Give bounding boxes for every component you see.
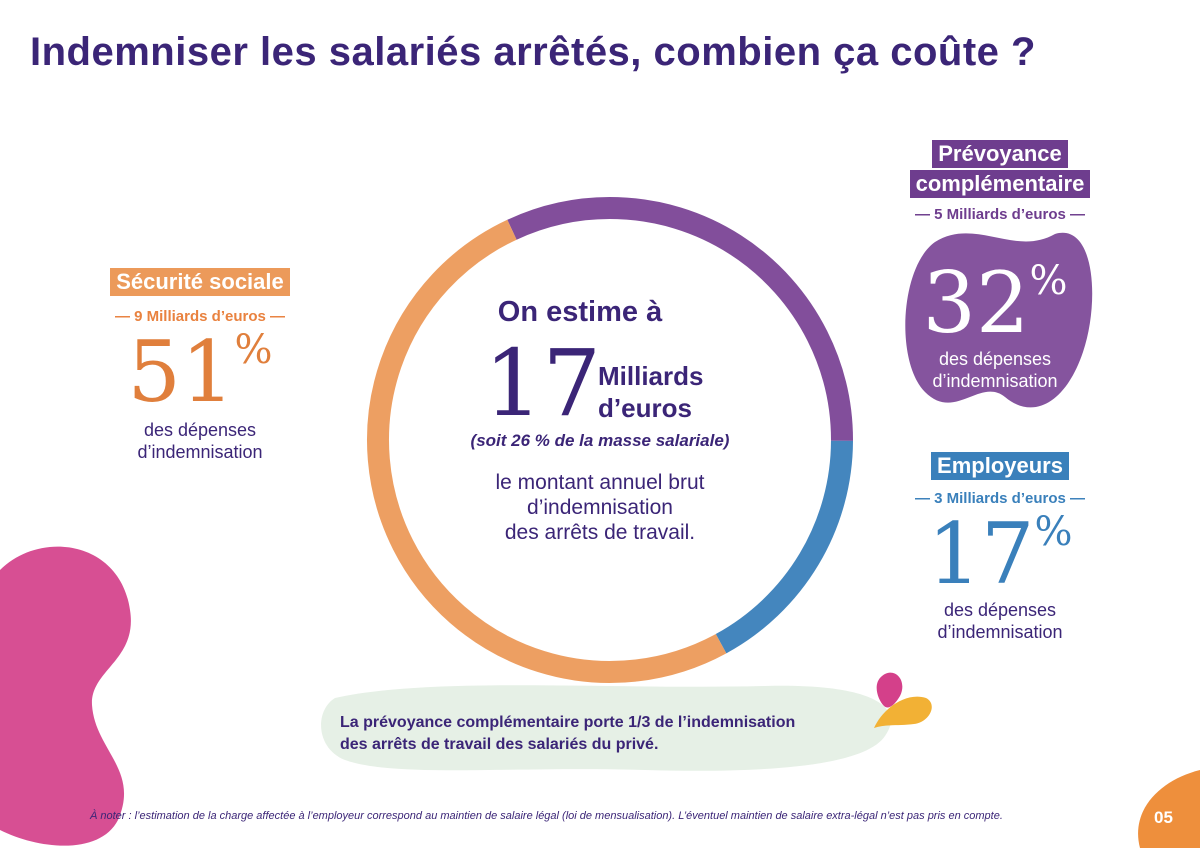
center-note: (soit 26 % de la masse salariale) bbox=[470, 431, 730, 450]
center-description-line3: des arrêts de travail. bbox=[504, 521, 696, 544]
securite-sociale-block: Sécurité sociale — 9 Milliards d’euros —… bbox=[60, 268, 340, 463]
prevoyance-percent-value: 32 bbox=[922, 254, 1030, 352]
employeurs-block: Employeurs — 3 Milliards d’euros — 17% d… bbox=[880, 452, 1120, 643]
page-title: Indemniser les salariés arrêtés, combien… bbox=[30, 30, 1036, 74]
employeurs-percent-value: 17 bbox=[927, 504, 1035, 603]
center-unit-line2: d’euros bbox=[598, 393, 692, 423]
prevoyance-block: Prévoyance complémentaire — 5 Milliards … bbox=[880, 140, 1120, 223]
center-description: le montant annuel brut d’indemnisation d… bbox=[440, 470, 760, 545]
securite-sociale-desc-line1: des dépenses bbox=[143, 419, 257, 440]
callout-line2: des arrêts de travail des salariés du pr… bbox=[340, 736, 659, 753]
prevoyance-desc-line1: des dépenses bbox=[938, 349, 1052, 369]
prevoyance-description: des dépenses d’indemnisation bbox=[895, 348, 1095, 392]
employeurs-desc-line1: des dépenses bbox=[943, 599, 1057, 620]
slice-prevoyance bbox=[507, 197, 854, 441]
callout-text: La prévoyance complémentaire porte 1/3 d… bbox=[340, 712, 880, 756]
prevoyance-percent: 32% bbox=[895, 258, 1095, 345]
securite-sociale-description: des dépenses d’indemnisation bbox=[60, 419, 340, 463]
securite-sociale-desc-line2: d’indemnisation bbox=[137, 441, 263, 462]
securite-sociale-amount: — 9 Milliards d’euros — bbox=[114, 307, 286, 325]
employeurs-amount: — 3 Milliards d’euros — bbox=[914, 489, 1086, 507]
securite-sociale-percent-sign: % bbox=[234, 326, 273, 373]
prevoyance-label-line1: Prévoyance bbox=[932, 140, 1068, 168]
center-unit-line1: Milliards bbox=[598, 361, 704, 391]
center-unit: Milliards d’euros bbox=[598, 360, 703, 424]
page-number: 05 bbox=[1154, 808, 1173, 827]
securite-sociale-percent: 51% bbox=[60, 326, 340, 414]
footnote: À noter : l’estimation de la charge affe… bbox=[90, 810, 1003, 822]
prevoyance-percent-area: 32% des dépenses d’indemnisation bbox=[895, 258, 1095, 392]
employeurs-label: Employeurs bbox=[931, 452, 1069, 480]
center-total-number: 17 bbox=[484, 330, 602, 437]
employeurs-description: des dépenses d’indemnisation bbox=[880, 599, 1120, 643]
orange-corner-decoration bbox=[1138, 770, 1200, 848]
employeurs-desc-line2: d’indemnisation bbox=[937, 621, 1063, 642]
center-description-line2: d’indemnisation bbox=[527, 496, 673, 519]
prevoyance-purple-blob bbox=[905, 232, 1093, 408]
prevoyance-amount: — 5 Milliards d’euros — bbox=[914, 205, 1086, 223]
donut-chart bbox=[367, 197, 854, 683]
prevoyance-percent-sign: % bbox=[1029, 258, 1068, 304]
center-description-line1: le montant annuel brut bbox=[495, 471, 705, 494]
prevoyance-desc-line2: d’indemnisation bbox=[932, 371, 1058, 391]
slice-securite-sociale bbox=[367, 219, 727, 683]
securite-sociale-label: Sécurité sociale bbox=[110, 268, 290, 296]
prevoyance-label-line2: complémentaire bbox=[909, 169, 1091, 198]
heart-decoration-icon bbox=[874, 672, 932, 728]
center-lead-text: On estime à bbox=[497, 296, 663, 328]
callout-background bbox=[321, 685, 891, 771]
callout-line1: La prévoyance complémentaire porte 1/3 d… bbox=[340, 714, 796, 731]
securite-sociale-percent-value: 51 bbox=[127, 322, 235, 421]
slice-employeurs bbox=[715, 440, 853, 654]
employeurs-percent: 17% bbox=[880, 508, 1120, 596]
employeurs-percent-sign: % bbox=[1034, 508, 1073, 555]
pink-blob-decoration bbox=[0, 546, 131, 846]
